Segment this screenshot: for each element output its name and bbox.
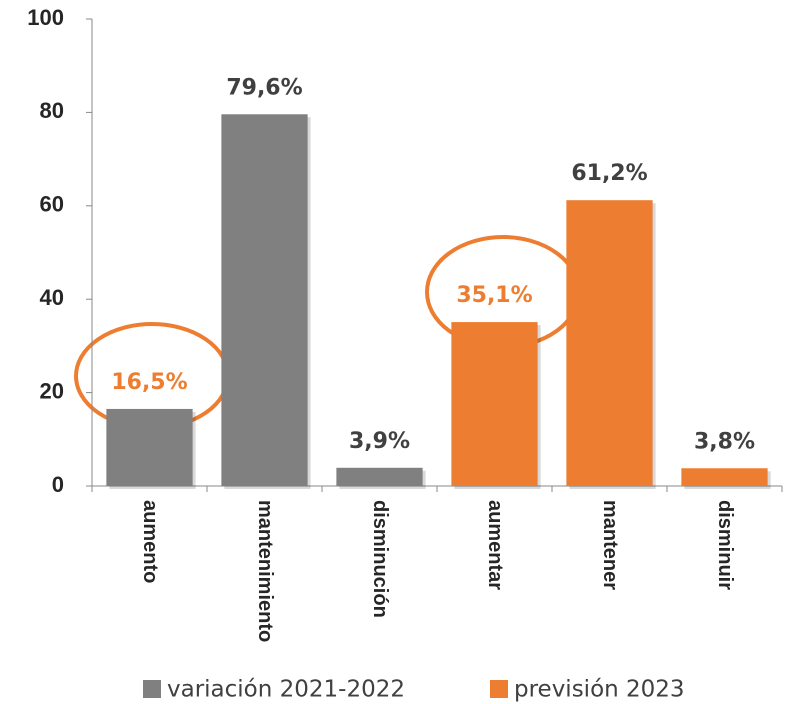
value-label: 3,8%	[694, 429, 755, 454]
x-tick-label: aumento	[139, 500, 161, 583]
x-tick-label: mantener	[599, 500, 621, 590]
legend-label: previsión 2023	[514, 677, 685, 703]
x-tick-label: disminuir	[714, 500, 736, 590]
legend-swatch	[143, 680, 161, 698]
legend-swatch	[490, 680, 508, 698]
value-label: 3,9%	[349, 429, 410, 454]
y-tick-label: 100	[27, 5, 64, 30]
x-tick-label: disminución	[369, 500, 391, 618]
value-label: 16,5%	[111, 370, 187, 395]
y-tick-label: 0	[52, 472, 64, 497]
bar	[221, 114, 308, 486]
y-tick-label: 60	[40, 192, 64, 217]
bar	[106, 408, 193, 486]
value-label: 79,6%	[226, 75, 302, 100]
value-label: 35,1%	[456, 283, 532, 308]
value-label: 61,2%	[571, 161, 647, 186]
y-tick-label: 40	[40, 285, 64, 310]
bar	[681, 468, 768, 486]
y-tick-label: 20	[40, 378, 64, 403]
x-tick-label: mantenimiento	[254, 500, 276, 642]
bar	[566, 200, 653, 487]
legend-label: variación 2021-2022	[167, 677, 405, 703]
y-tick-label: 80	[40, 98, 64, 123]
x-tick-label: aumentar	[484, 500, 506, 590]
bar	[451, 322, 538, 486]
bar	[336, 467, 423, 486]
